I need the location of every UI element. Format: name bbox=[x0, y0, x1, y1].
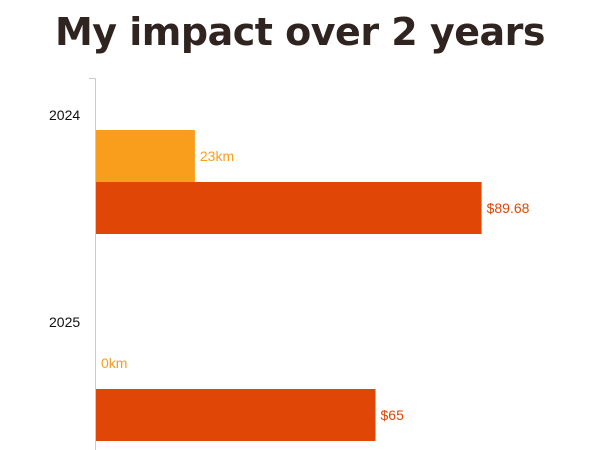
data-label: 0km bbox=[101, 355, 127, 371]
data-label: $65 bbox=[381, 407, 405, 423]
data-label: $89.68 bbox=[487, 200, 530, 216]
bar bbox=[96, 182, 482, 234]
y-tick-label: 2025 bbox=[49, 314, 80, 330]
data-label: 23km bbox=[200, 148, 234, 164]
bar bbox=[96, 130, 195, 182]
y-tick-label: 2024 bbox=[49, 107, 80, 123]
chart-title: My impact over 2 years bbox=[54, 10, 546, 54]
chart-marks: 2024 23km $89.68 2025 0km $65 bbox=[49, 78, 530, 441]
bar bbox=[96, 389, 376, 441]
